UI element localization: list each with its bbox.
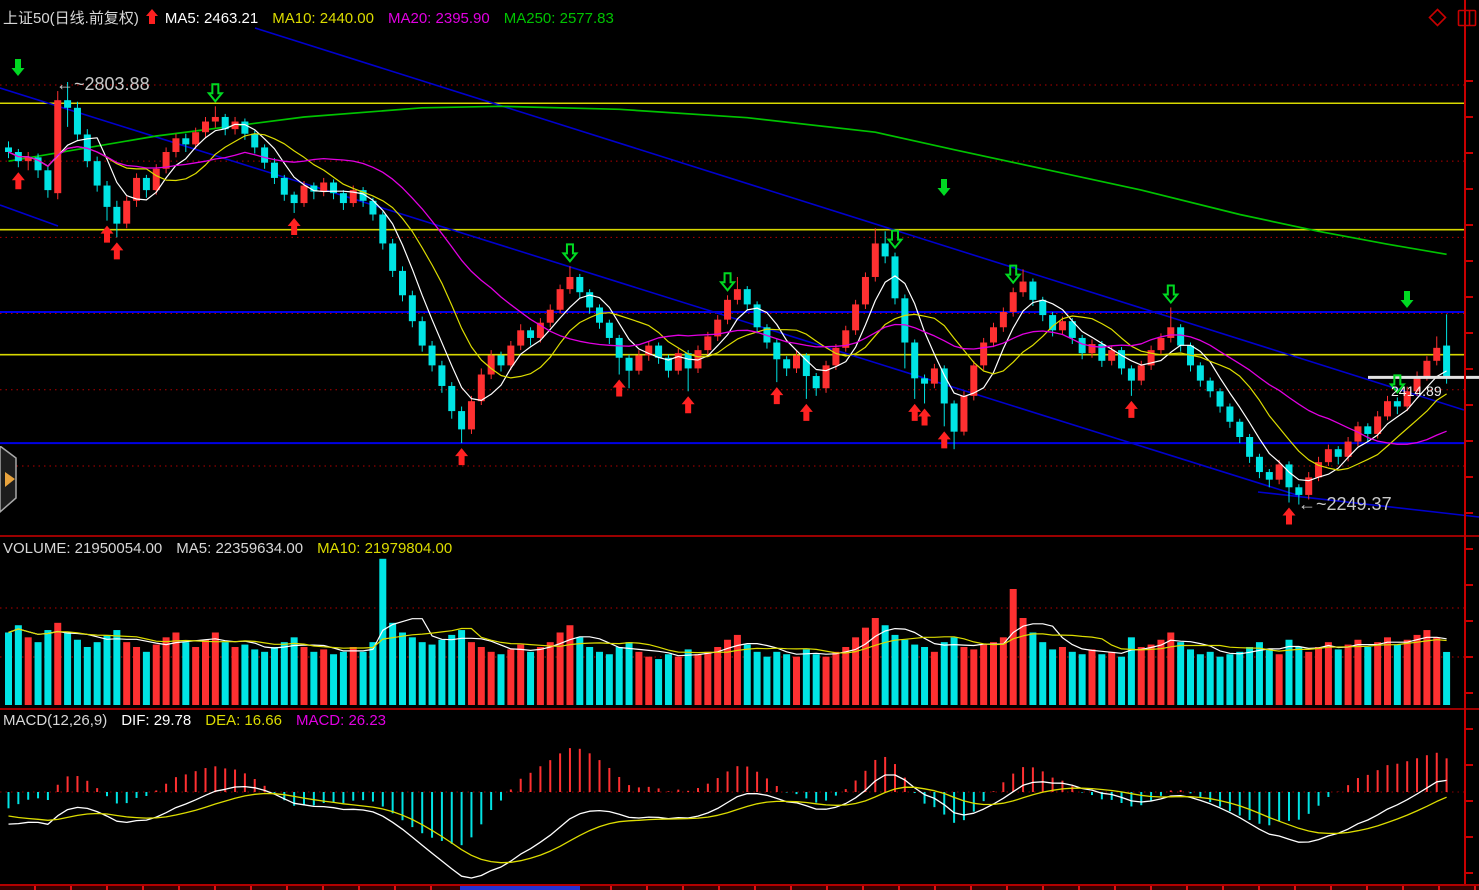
dif-value: DIF: 29.78 <box>121 712 192 729</box>
macd-value: MACD: 26.23 <box>295 712 387 729</box>
low-price-annotation: ←~2249.37 <box>1298 494 1392 514</box>
volume-ma10-value: MA10: 21979804.00 <box>317 540 453 557</box>
volume-ma5-value: MA5: 22359634.00 <box>176 540 304 557</box>
macd-pane-header: MACD(12,26,9) DIF: 29.78 DEA: 16.66 MACD: 2… <box>3 712 400 729</box>
dea-value: DEA: 16.66 <box>205 712 282 729</box>
ma-lines <box>8 123 1447 482</box>
volume-bars <box>5 558 1451 705</box>
expand-arrow-icon <box>5 472 15 487</box>
volume-pane-separator <box>0 535 1479 537</box>
volume-ma-lines <box>8 618 1447 657</box>
candles <box>5 82 1451 505</box>
signal-arrows <box>11 59 1414 525</box>
symbol-title: 上证50(日线.前复权) <box>3 10 139 27</box>
last-price-label: 2414.89 <box>1391 383 1442 399</box>
diamond-icon[interactable] <box>1428 8 1447 27</box>
ma20-value: MA20: 2395.90 <box>388 10 490 27</box>
split-window-icon[interactable] <box>1457 9 1477 27</box>
grid-layer <box>0 84 1464 793</box>
level-lines <box>0 102 1464 445</box>
macd-params: MACD(12,26,9) <box>3 712 108 729</box>
ma250-value: MA250: 2577.83 <box>503 10 614 27</box>
window-controls <box>1422 8 1477 32</box>
volume-pane-header: VOLUME: 21950054.00 MA5: 22359634.00 MA10:… <box>3 540 466 557</box>
macd-lines <box>8 774 1447 879</box>
price-pane-header: 上证50(日线.前复权) MA5: 2463.21 MA10: 2440.00 MA2… <box>3 7 628 28</box>
macd-histogram <box>7 748 1448 846</box>
up-arrow-icon <box>145 9 158 24</box>
high-price-annotation: ←~2803.88 <box>56 74 150 94</box>
scrollbar-thumb[interactable] <box>460 886 580 890</box>
price-axis-ticks <box>1466 80 1473 886</box>
ma5-value: MA5: 2463.21 <box>164 10 259 27</box>
macd-pane-separator <box>0 708 1479 710</box>
timeline-scrollbar-track[interactable] <box>0 884 1479 890</box>
volume-value: VOLUME: 21950054.00 <box>3 540 163 557</box>
right-axis-border <box>1464 0 1466 890</box>
trendlines <box>0 27 1479 518</box>
ma250-line <box>8 105 1447 256</box>
left-panel-handle[interactable] <box>0 445 20 519</box>
ma10-value: MA10: 2440.00 <box>272 10 374 27</box>
